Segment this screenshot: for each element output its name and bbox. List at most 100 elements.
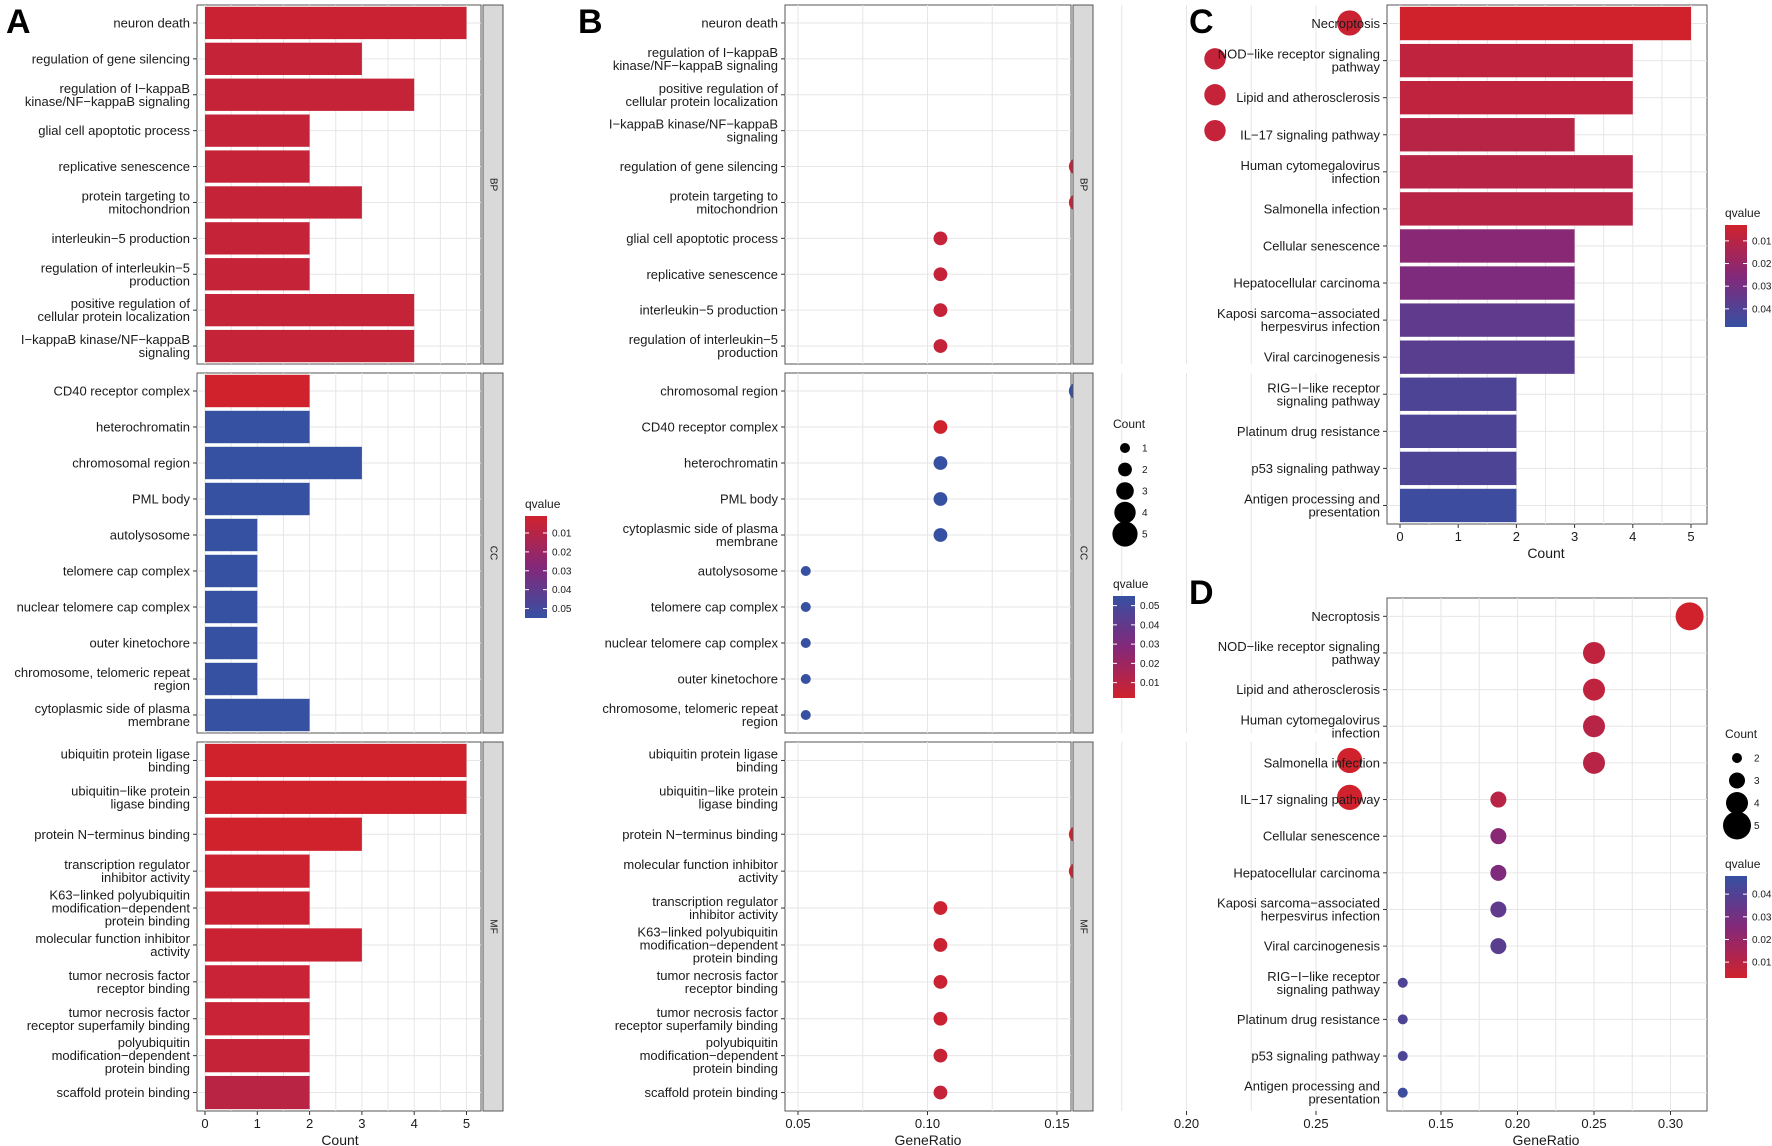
panel-b-dot — [1204, 119, 1226, 142]
panel-b-category-label-line: I−kappaB kinase/NF−kappaB — [609, 117, 778, 132]
panel-a-category-label-line: interleukin−5 production — [52, 231, 190, 246]
panel-a-category-label-line: CD40 receptor complex — [53, 384, 190, 399]
panel-d-dot — [1490, 938, 1507, 955]
panel-c-category-label-line: Viral carcinogenesis — [1264, 350, 1381, 365]
panel-b-dot — [933, 901, 948, 915]
panel-a-xtick-label: 5 — [463, 1116, 470, 1131]
panel-a-category-label-line: chromosome, telomeric repeat — [14, 665, 190, 680]
panel-c-category-label: IL−17 signaling pathway — [1240, 127, 1380, 142]
panel-d-category-label-line: Necroptosis — [1311, 609, 1380, 624]
panel-a-category-label-line: protein binding — [105, 914, 190, 929]
panel-a-bar — [205, 1002, 310, 1036]
panel-b-category-label-line: regulation of interleukin−5 — [629, 332, 778, 347]
panel-b-category-label: I−kappaB kinase/NF−kappaB signaling — [609, 117, 778, 145]
panel-d-dot — [1583, 715, 1605, 738]
panel-a-bar — [205, 891, 310, 925]
panel-b-category-label-line: chromosome, telomeric repeat — [602, 701, 778, 716]
panel-b-size-legend-key-dot — [1114, 501, 1136, 524]
panel-d-size-legend-key-dot — [1723, 811, 1751, 840]
panel-b-category-label-line: outer kinetochore — [678, 672, 778, 687]
panel-b-category-label: interleukin−5 production — [640, 303, 778, 318]
panel-d-category-label-line: signaling pathway — [1277, 982, 1381, 997]
panel-a-cc-strip-label: CC — [487, 546, 498, 560]
panel-a-category-label-line: receptor superfamily binding — [27, 1018, 190, 1033]
panel-c-bar — [1400, 414, 1517, 449]
panel-a-category-label: replicative senescence — [58, 159, 190, 174]
panel-d-category-label: Necroptosis — [1311, 609, 1380, 624]
panel-b-category-label-line: neuron death — [701, 15, 778, 30]
panel-b-size-legend-title: Count — [1113, 417, 1146, 431]
panel-b-category-label: chromosome, telomeric repeat region — [602, 701, 778, 729]
panel-a-category-label-line: regulation of interleukin−5 — [41, 260, 190, 275]
panel-c-category-label-line: IL−17 signaling pathway — [1240, 127, 1380, 142]
panel-a-mf-strip-label: MF — [487, 919, 498, 933]
panel-b-xtick-label: 0.20 — [1174, 1116, 1199, 1131]
panel-b-category-label-line: modification−dependent — [640, 937, 779, 952]
panel-b-category-label-line: transcription regulator — [652, 894, 778, 909]
panel-a-category-label-line: inhibitor activity — [101, 870, 190, 885]
panel-d-size-legend-key-label: 2 — [1754, 754, 1760, 765]
panel-a-category-label-line: tumor necrosis factor — [69, 1005, 191, 1020]
panel-a-category-label-line: protein N−terminus binding — [34, 827, 190, 842]
panel-b-letter: B — [578, 3, 603, 41]
panel-b-category-label-line: region — [742, 714, 778, 729]
panel-a-bar — [205, 482, 310, 516]
panel-d-dot — [1397, 1014, 1408, 1025]
panel-a-category-label-line: regulation of I−kappaB — [60, 81, 190, 96]
panel-b-bp-strip — [1072, 4, 1094, 365]
panel-b-dot — [933, 456, 948, 470]
panel-c-category-label-line: herpesvirus infection — [1261, 319, 1380, 334]
panel-c-category-label-line: pathway — [1332, 60, 1381, 75]
panel-a-category-label: polyubiquitin modification−dependent prote… — [52, 1035, 191, 1076]
panel-d-size-legend-key-label: 3 — [1754, 776, 1760, 787]
panel-a-cc-strip — [482, 372, 504, 734]
panel-a-category-label-line: glial cell apoptotic process — [38, 123, 190, 138]
panel-a-bar — [205, 329, 415, 363]
panel-b-category-label-line: ubiquitin−like protein — [659, 783, 778, 798]
panel-c-legend-tick-label: 0.03 — [1752, 282, 1772, 293]
panel-a-category-label-line: chromosomal region — [72, 456, 190, 471]
panel-b-dot — [1204, 84, 1226, 106]
panel-a-bar — [205, 150, 310, 183]
panel-d-category-label-line: Viral carcinogenesis — [1264, 939, 1381, 954]
panel-a-category-label-line: signaling — [139, 345, 190, 360]
panel-a-category-label: cytoplasmic side of plasma membrane — [35, 701, 191, 729]
panel-b-category-label-line: production — [717, 345, 778, 360]
panel-c-category-label-line: presentation — [1308, 504, 1380, 519]
panel-a-category-label: regulation of interleukin−5 production — [41, 260, 190, 288]
panel-d-xtick-label: 0.20 — [1505, 1116, 1530, 1131]
panel-b-category-label-line: tumor necrosis factor — [657, 968, 779, 983]
panel-d-category-label-line: Hepatocellular carcinoma — [1233, 865, 1380, 880]
panel-a-category-label-line: polyubiquitin — [118, 1035, 190, 1050]
panel-a-category-label-line: ubiquitin protein ligase — [61, 746, 190, 761]
panel-b-dot — [800, 710, 811, 720]
panel-d-category-label: Human cytomegalovirus infection — [1241, 712, 1381, 740]
panel-b-category-label: K63−linked polyubiquitin modification−dep… — [637, 924, 778, 965]
panel-a-category-label: protein N−terminus binding — [34, 827, 190, 842]
panel-d-category-label-line: presentation — [1308, 1092, 1380, 1107]
panel-c-bar — [1400, 266, 1575, 300]
panel-b-category-label: regulation of I−kappaB kinase/NF−kappaB s… — [613, 45, 778, 73]
panel-b-dot — [1204, 48, 1226, 70]
panel-d-category-label: NOD−like receptor signaling pathway — [1218, 639, 1381, 667]
panel-a-category-label-line: receptor binding — [97, 981, 190, 996]
panel-a-category-label: transcription regulator inhibitor activit… — [64, 857, 190, 885]
panel-a-category-label: molecular function inhibitor activity — [35, 931, 190, 959]
panel-b-dot — [933, 1011, 948, 1026]
panel-d-dot — [1397, 977, 1408, 988]
panel-a-category-label: neuron death — [113, 15, 190, 30]
panel-a-category-label: chromosomal region — [72, 456, 190, 471]
panel-b-category-label: nuclear telomere cap complex — [605, 636, 779, 651]
panel-a-category-label-line: PML body — [132, 492, 191, 507]
panel-d-dot — [1583, 751, 1605, 774]
panel-b-category-label: scaffold protein binding — [645, 1085, 778, 1100]
panel-a-category-label: telomere cap complex — [63, 564, 191, 579]
panel-c-category-label-line: Platinum drug resistance — [1237, 424, 1380, 439]
panel-b-category-label: autolysosome — [698, 564, 778, 579]
panel-a-category-label-line: membrane — [128, 714, 190, 729]
panel-b-category-label-line: PML body — [720, 492, 779, 507]
panel-b-category-label: heterochromatin — [684, 456, 778, 471]
panel-b-size-legend-key-dot — [1118, 462, 1132, 477]
panel-b-dot — [933, 528, 948, 542]
